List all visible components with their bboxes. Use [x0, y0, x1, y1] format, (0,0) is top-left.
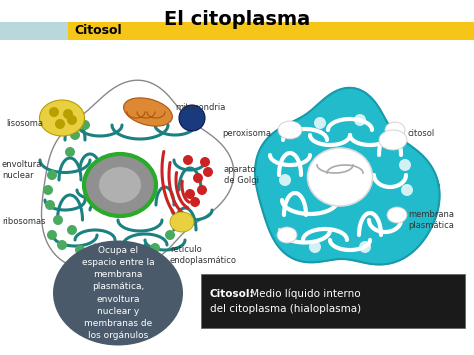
Circle shape [65, 147, 75, 157]
Circle shape [47, 230, 57, 240]
Circle shape [70, 130, 80, 140]
Circle shape [354, 114, 366, 126]
Text: del citoplasma (hialoplasma): del citoplasma (hialoplasma) [210, 304, 361, 314]
Ellipse shape [39, 100, 84, 136]
Circle shape [401, 184, 413, 196]
Circle shape [190, 197, 200, 207]
Ellipse shape [53, 240, 183, 345]
Circle shape [150, 243, 160, 253]
Circle shape [105, 245, 115, 255]
Circle shape [359, 241, 371, 253]
Circle shape [183, 155, 193, 165]
Circle shape [135, 245, 145, 255]
Text: Medio líquido interno: Medio líquido interno [247, 289, 361, 299]
Circle shape [193, 173, 203, 183]
Circle shape [309, 241, 321, 253]
Text: peroxisoma: peroxisoma [222, 129, 271, 137]
Ellipse shape [308, 148, 373, 206]
Circle shape [120, 247, 130, 257]
Circle shape [49, 107, 59, 117]
FancyBboxPatch shape [201, 274, 465, 328]
Bar [68, 22, 474, 40]
Circle shape [165, 230, 175, 240]
Text: retículo
endoplasmático: retículo endoplasmático [170, 245, 237, 265]
Circle shape [75, 245, 85, 255]
Ellipse shape [385, 122, 405, 138]
Circle shape [47, 170, 57, 180]
Text: Ocupa el
espacio entre la
membrana
plasmática,
envoltura
nuclear y
membranas de
: Ocupa el espacio entre la membrana plasm… [82, 246, 155, 340]
Ellipse shape [84, 154, 156, 216]
Circle shape [43, 185, 53, 195]
Circle shape [45, 200, 55, 210]
Text: Citosol: Citosol [74, 24, 122, 38]
Polygon shape [42, 80, 234, 271]
Circle shape [179, 105, 205, 131]
Ellipse shape [379, 130, 407, 150]
Text: aparato
de Golgi: aparato de Golgi [224, 165, 259, 185]
Circle shape [185, 189, 195, 199]
Text: ribosomas: ribosomas [2, 218, 46, 226]
Ellipse shape [387, 207, 407, 223]
Text: Citosol:: Citosol: [210, 289, 255, 299]
Circle shape [55, 119, 65, 129]
Text: El citoplasma: El citoplasma [164, 10, 310, 29]
Ellipse shape [277, 227, 297, 243]
Ellipse shape [99, 167, 141, 203]
Polygon shape [255, 88, 439, 264]
Text: mitocondria: mitocondria [175, 103, 225, 111]
Circle shape [175, 220, 185, 230]
Ellipse shape [278, 121, 302, 139]
Circle shape [90, 247, 100, 257]
Ellipse shape [170, 212, 194, 232]
Circle shape [63, 109, 73, 119]
Circle shape [279, 174, 291, 186]
Circle shape [80, 120, 90, 130]
Ellipse shape [124, 98, 173, 126]
Circle shape [57, 240, 67, 250]
Text: citosol: citosol [408, 129, 435, 137]
Circle shape [314, 117, 326, 129]
Circle shape [67, 115, 77, 125]
Text: envoltura
nuclear: envoltura nuclear [2, 160, 42, 180]
Circle shape [67, 225, 77, 235]
Bar [0, 22, 68, 40]
Circle shape [197, 185, 207, 195]
Text: membrana
plasmática: membrana plasmática [408, 210, 454, 230]
Circle shape [203, 167, 213, 177]
Text: lisosoma: lisosoma [6, 119, 43, 127]
Circle shape [200, 157, 210, 167]
Circle shape [399, 159, 411, 171]
Circle shape [53, 215, 63, 225]
